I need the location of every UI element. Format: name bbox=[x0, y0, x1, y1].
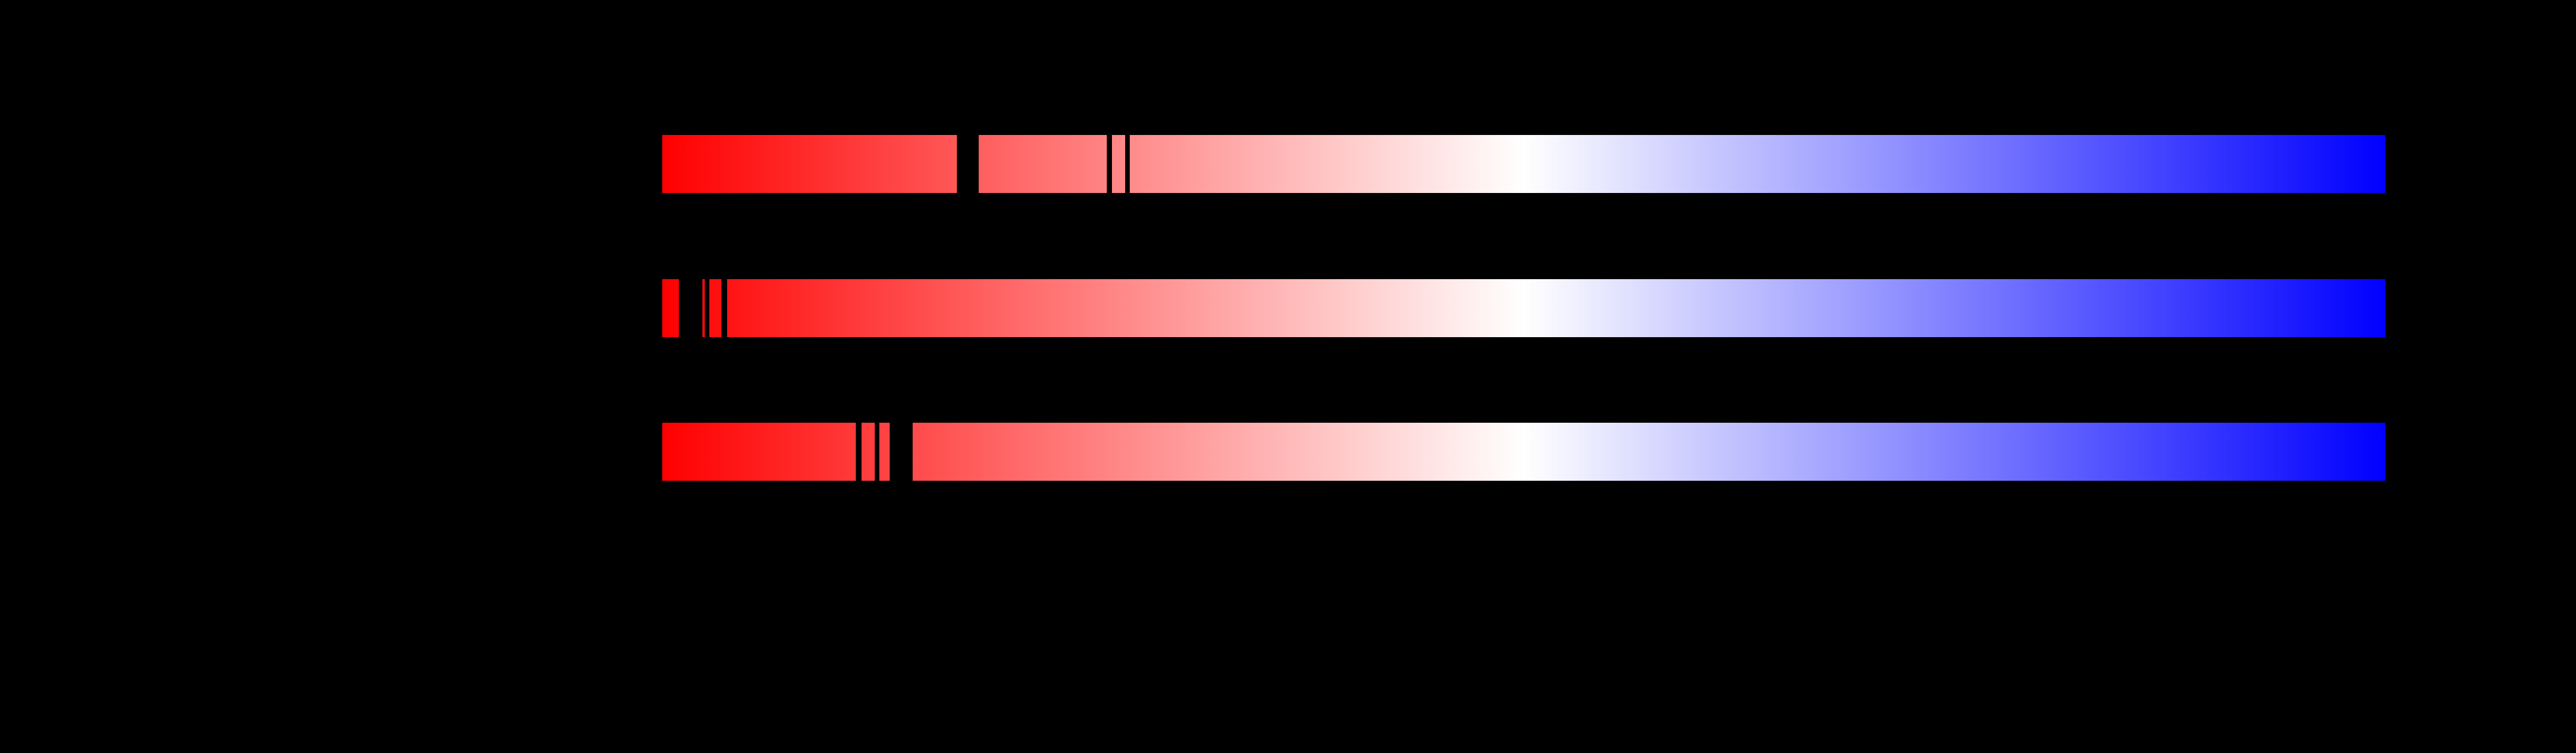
rug-tick-mark bbox=[856, 423, 862, 481]
rug-tick-mark bbox=[1125, 135, 1130, 193]
gradient-colorbar-row-1 bbox=[662, 135, 2385, 193]
rug-tick-mark bbox=[705, 279, 709, 337]
gradient-colorbar-row-3 bbox=[662, 423, 2385, 481]
rug-tick-mark bbox=[1107, 135, 1112, 193]
rug-tick-mark bbox=[957, 135, 979, 193]
rug-tick-mark bbox=[679, 279, 702, 337]
gradient-colorbar-row-2 bbox=[662, 279, 2385, 337]
rug-tick-mark bbox=[721, 279, 727, 337]
rug-tick-mark bbox=[890, 423, 913, 481]
rug-tick-mark bbox=[875, 423, 879, 481]
